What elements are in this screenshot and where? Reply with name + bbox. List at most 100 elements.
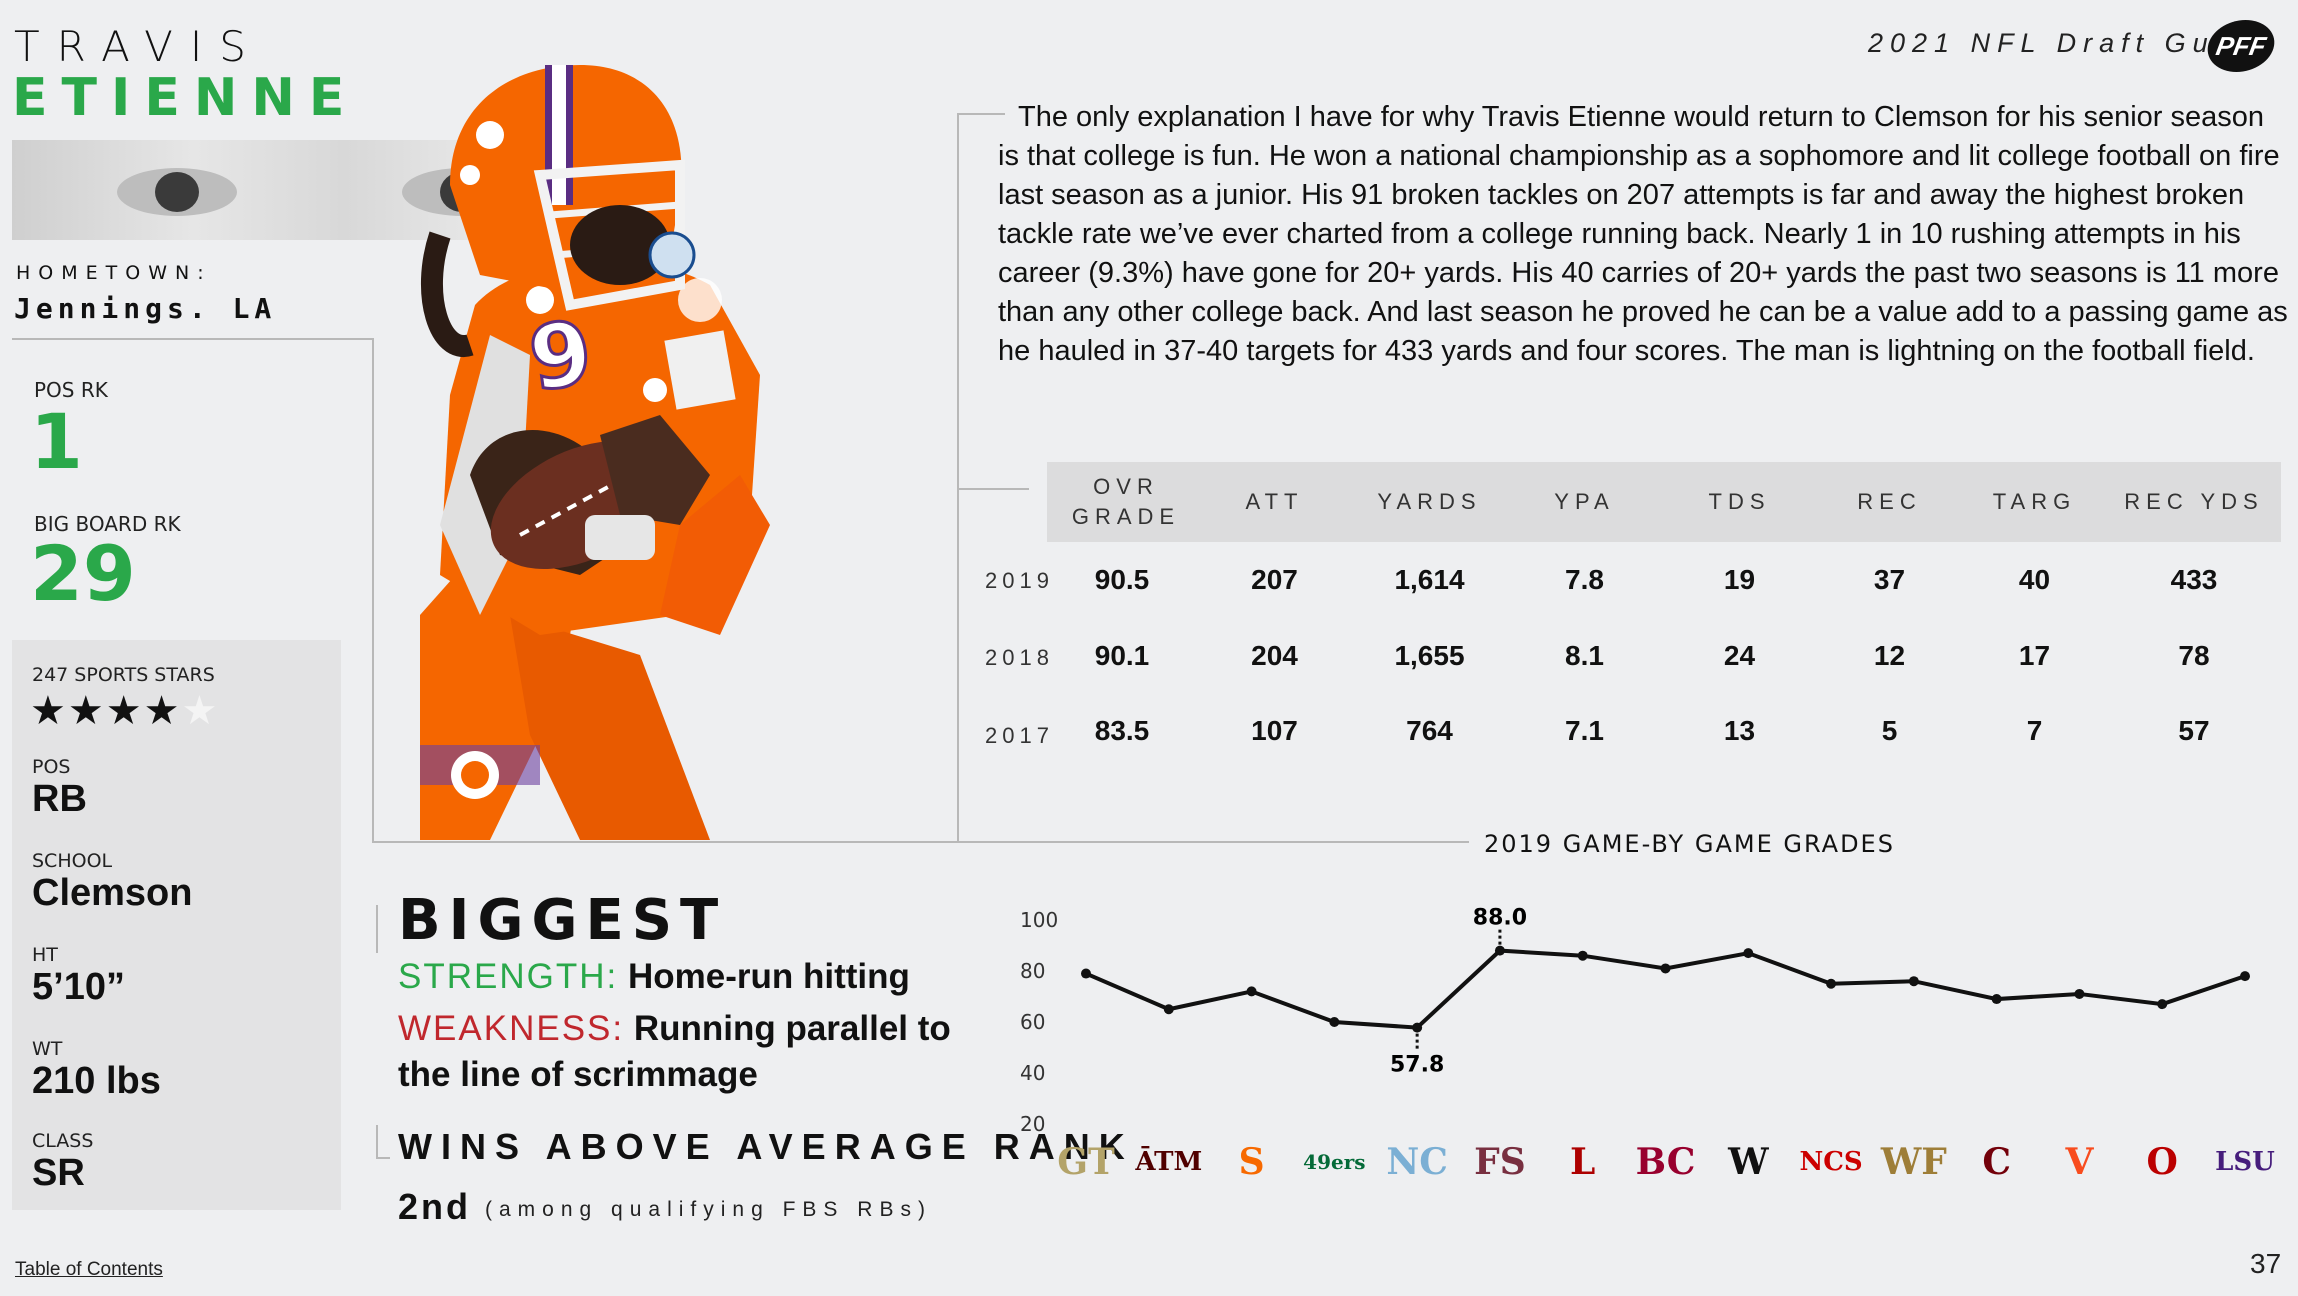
grade-point — [1412, 1022, 1423, 1033]
grade-point — [1991, 994, 2002, 1005]
y-tick-label: 20 — [1020, 1112, 1045, 1136]
virginia-logo: V — [2065, 1141, 2094, 1183]
table-cell: 1,655 — [1394, 640, 1465, 671]
grade-point — [2157, 999, 2168, 1010]
player-last-name: ETIENNE — [12, 68, 359, 128]
texas-am-logo: ĀTM — [1135, 1147, 1203, 1177]
y-tick-label: 60 — [1020, 1010, 1045, 1034]
pos-rank-label: POS RK — [34, 378, 108, 402]
charlotte-logo: 49ers — [1303, 1150, 1366, 1174]
table-cell: 17 — [2018, 640, 2051, 671]
row-year-2019: 2019 — [985, 568, 1054, 593]
table-cell: 8.1 — [1565, 640, 1604, 671]
class-label: CLASS — [32, 1130, 94, 1152]
col-header-tds: TDS — [1708, 489, 1771, 514]
player-photo: 9 — [420, 65, 770, 840]
table-cell: 19 — [1723, 564, 1756, 595]
y-tick-label: 40 — [1020, 1061, 1045, 1085]
col-header-ovr-grade: OVR GRADE — [1047, 462, 1197, 542]
war-bracket-tick — [376, 1157, 390, 1159]
table-cell: 90.1 — [1094, 640, 1150, 671]
boston-college-logo: BC — [1635, 1141, 1696, 1183]
table-cell: 13 — [1723, 715, 1756, 746]
class-value: SR — [32, 1152, 85, 1194]
grade-point — [1660, 963, 1671, 974]
grade-point — [1494, 945, 1505, 956]
lsu-logo: LSU — [2215, 1147, 2275, 1177]
star-empty-icon: ★ — [181, 689, 220, 733]
data-label: 57.8 — [1390, 1053, 1444, 1078]
south-carolina-logo: C — [1982, 1141, 2011, 1183]
stars-label: 247 SPORTS STARS — [32, 664, 215, 686]
weakness-label: WEAKNESS: — [398, 1009, 625, 1048]
table-cell: 107 — [1251, 715, 1298, 746]
table-of-contents-link[interactable]: Table of Contents — [15, 1259, 163, 1280]
col-header-ovr-grade-text: OVR GRADE — [1071, 474, 1181, 529]
data-label: 88.0 — [1473, 906, 1527, 931]
grade-point — [1743, 948, 1754, 959]
school-label: SCHOOL — [32, 850, 113, 872]
stars-rating: ★★★★★ — [30, 688, 219, 734]
grade-point — [1908, 976, 1919, 987]
pos-value: RB — [32, 778, 87, 820]
table-cell: 207 — [1251, 564, 1298, 595]
grade-point — [1163, 1004, 1174, 1015]
chart-title-connector — [1467, 841, 1469, 843]
star-icon: ★ — [143, 689, 182, 733]
grade-point — [1826, 978, 1837, 989]
table-cell: 764 — [1406, 715, 1453, 746]
col-header-ypa: YPA — [1554, 489, 1615, 514]
georgia-tech-logo: GT — [1057, 1141, 1115, 1183]
frame-top-line — [12, 338, 374, 340]
war-title: WINS ABOVE AVERAGE RANK — [398, 1126, 1134, 1167]
table-cell: 83.5 — [1094, 715, 1150, 746]
louisville-logo: L — [1570, 1141, 1596, 1183]
page-number: 37 — [2250, 1248, 2282, 1279]
grade-series-line — [1085, 948, 2246, 1030]
table-cell: 37 — [1873, 564, 1906, 595]
table-cell: 1,614 — [1394, 564, 1465, 595]
scouting-bio: The only explanation I have for why Trav… — [998, 101, 2288, 367]
weakness-value: Running parallel to the line of scrimmag… — [398, 1009, 951, 1094]
strength-line: STRENGTH: Home-run hitting — [398, 954, 978, 1000]
hometown-value: Jennings. LA — [14, 292, 277, 325]
table-cell: 90.5 — [1094, 564, 1150, 595]
table-cell: 40 — [2018, 564, 2051, 595]
war-rank: 2nd — [398, 1186, 472, 1227]
star-icon: ★ — [105, 689, 144, 733]
school-value: Clemson — [32, 872, 193, 914]
wake-forest-logo: WF — [1880, 1141, 1947, 1183]
nc-state-logo: NCS — [1799, 1147, 1863, 1177]
big-board-rank-label: BIG BOARD RK — [34, 512, 181, 536]
left-eye — [117, 168, 237, 216]
chart-title: 2019 GAME-BY GAME GRADES — [1484, 830, 1895, 858]
weakness-line: WEAKNESS: Running parallel to the line o… — [398, 1006, 978, 1098]
game-grades-line-chart: 100 80 60 40 20 88.0 57.8 — [1020, 906, 2250, 1136]
war-bracket — [376, 1125, 378, 1159]
frame-right-line — [372, 338, 374, 843]
biggest-title: BIGGEST — [398, 888, 727, 953]
strength-label: STRENGTH: — [398, 957, 619, 996]
player-first-name: TRAVIS — [14, 22, 263, 71]
stats-table-header: OVR GRADE ATT YARDS YPA TDS REC TARG REC… — [1047, 462, 2281, 542]
biggest-bracket — [376, 905, 378, 953]
grade-point — [1246, 986, 1257, 997]
weight-value: 210 lbs — [32, 1060, 161, 1102]
grade-point — [1329, 1017, 1340, 1027]
svg-text:9: 9 — [523, 301, 598, 412]
frame-bottom-line — [372, 841, 1467, 843]
table-cell: 78 — [2178, 640, 2210, 671]
grade-point — [2240, 971, 2250, 982]
pos-rank-value: 1 — [30, 397, 83, 486]
height-value: 5’10” — [32, 966, 125, 1008]
bio-frame-line — [957, 113, 959, 843]
table-cell: 7.1 — [1565, 715, 1604, 746]
col-header-targ: TARG — [1992, 489, 2077, 514]
table-cell: 24 — [1723, 640, 1756, 671]
unc-logo: NC — [1386, 1141, 1448, 1183]
y-tick-label: 100 — [1020, 908, 1058, 932]
table-frame-line — [957, 488, 1029, 490]
col-header-att: ATT — [1245, 489, 1304, 514]
star-icon: ★ — [30, 689, 68, 733]
table-cell: 7 — [2026, 715, 2043, 746]
